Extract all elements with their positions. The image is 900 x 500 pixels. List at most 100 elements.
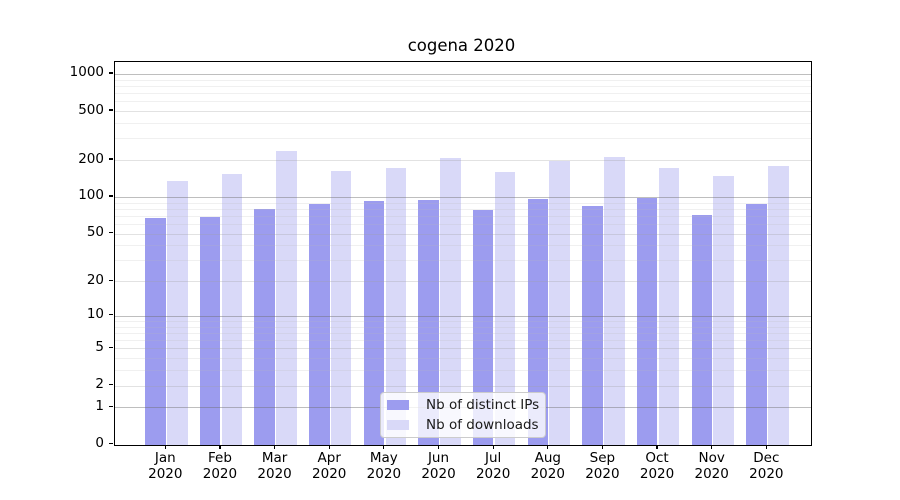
x-tick-label-year: 2020 xyxy=(312,465,347,482)
bar-distinct-ips xyxy=(472,210,494,445)
bar-distinct-ips xyxy=(363,201,385,445)
y-tick-mark xyxy=(109,72,113,74)
x-tick-label: Sep 2020 xyxy=(574,450,630,482)
y-tick-label: 0 xyxy=(95,435,104,451)
y-tick-mark xyxy=(109,383,113,386)
bar-distinct-ips xyxy=(582,205,603,445)
grid-line-minor xyxy=(114,93,811,95)
x-tick-mark xyxy=(601,444,603,449)
legend-item-distinct-ips: Nb of distinct IPs xyxy=(381,395,545,415)
x-tick-label: Jan 2020 xyxy=(137,450,193,482)
x-tick-mark xyxy=(547,444,549,449)
x-tick-label-year: 2020 xyxy=(749,465,784,482)
x-tick-mark xyxy=(711,444,713,449)
grid-line-minor xyxy=(114,224,811,226)
bar-downloads xyxy=(658,167,680,445)
x-tick-label-year: 2020 xyxy=(694,465,729,482)
x-tick-label: Jul 2020 xyxy=(465,450,521,482)
x-tick-mark xyxy=(164,444,166,449)
legend-swatch-distinct-ips xyxy=(387,400,409,410)
x-tick-mark xyxy=(273,444,276,449)
x-tick-label: Aug 2020 xyxy=(520,450,576,482)
y-tick-mark xyxy=(109,314,113,316)
bar-downloads xyxy=(385,168,407,445)
bar-distinct-ips xyxy=(145,218,166,445)
y-tick-label: 200 xyxy=(78,150,104,167)
grid-line-minor xyxy=(114,123,811,125)
y-tick-label: 5 xyxy=(95,338,104,355)
grid-line-minor xyxy=(114,326,811,328)
grid-line-minor xyxy=(114,101,811,103)
x-tick-mark xyxy=(219,444,221,449)
grid-line xyxy=(114,385,811,387)
y-tick-mark xyxy=(109,279,113,281)
y-tick-mark xyxy=(109,109,113,111)
plot-canvas xyxy=(114,62,811,445)
bar-downloads xyxy=(549,160,570,445)
bar-downloads xyxy=(221,173,243,445)
grid-line-minor xyxy=(114,321,811,322)
bar-downloads xyxy=(768,166,789,445)
bar-distinct-ips xyxy=(691,215,712,445)
grid-line xyxy=(114,281,811,283)
y-tick-label: 10 xyxy=(86,306,104,323)
x-tick-label: May 2020 xyxy=(356,450,412,482)
grid-line-minor xyxy=(114,215,811,217)
grid-line-minor xyxy=(114,202,811,204)
bar-downloads xyxy=(604,156,625,445)
x-tick-label: Mar 2020 xyxy=(247,450,303,482)
bar-distinct-ips xyxy=(636,198,658,445)
y-tick-label: 100 xyxy=(78,187,104,204)
legend-swatch-downloads xyxy=(387,420,409,430)
x-tick-label-year: 2020 xyxy=(202,465,238,482)
legend: Nb of distinct IPs Nb of downloads xyxy=(380,392,546,438)
x-tick-label-year: 2020 xyxy=(257,465,292,482)
bar-distinct-ips xyxy=(199,216,221,445)
bar-distinct-ips xyxy=(746,204,767,445)
bar-distinct-ips xyxy=(254,208,275,445)
x-tick-label-year: 2020 xyxy=(148,465,183,482)
y-tick-label: 500 xyxy=(78,101,104,118)
grid-line xyxy=(114,348,811,350)
x-tick-label-year: 2020 xyxy=(639,465,675,482)
x-tick-label: Nov 2020 xyxy=(684,450,740,482)
chart-title: cogena 2020 xyxy=(407,36,516,55)
x-tick-label: Dec 2020 xyxy=(738,450,794,482)
y-tick-mark xyxy=(109,232,113,234)
bar-distinct-ips xyxy=(309,204,330,445)
y-tick-label: 20 xyxy=(86,271,104,288)
bar-downloads xyxy=(713,176,734,445)
x-tick-label-year: 2020 xyxy=(530,465,565,482)
bar-downloads xyxy=(276,151,297,445)
x-tick-mark xyxy=(656,444,658,449)
y-tick-label: 1 xyxy=(95,397,104,414)
x-tick-label: Apr 2020 xyxy=(301,450,357,482)
grid-line-minor xyxy=(114,332,811,334)
x-tick-label: Oct 2020 xyxy=(629,450,685,482)
legend-item-downloads: Nb of downloads xyxy=(381,415,545,435)
x-tick-label: Feb 2020 xyxy=(192,450,248,482)
x-tick-mark xyxy=(437,444,440,449)
bar-downloads xyxy=(494,171,516,445)
grid-line-minor xyxy=(114,358,811,360)
y-tick-label: 2 xyxy=(95,376,104,393)
grid-line-major xyxy=(114,196,811,198)
x-tick-label-year: 2020 xyxy=(585,465,620,482)
y-tick-mark xyxy=(109,346,113,348)
y-tick-label: 50 xyxy=(86,224,104,241)
grid-line-minor xyxy=(114,245,811,247)
grid-line-minor xyxy=(114,208,811,210)
x-tick-label-year: 2020 xyxy=(475,465,511,482)
grid-line xyxy=(114,233,811,235)
grid-line-minor xyxy=(114,370,811,372)
x-tick-label-year: 2020 xyxy=(366,465,402,482)
bar-downloads xyxy=(440,158,461,445)
x-tick-label-year: 2020 xyxy=(421,465,456,482)
bar-downloads xyxy=(330,170,352,445)
y-tick-mark xyxy=(109,195,113,197)
y-tick-label: 1000 xyxy=(69,64,104,81)
plot-area xyxy=(113,61,812,446)
y-tick-mark xyxy=(109,158,113,160)
legend-label-downloads: Nb of downloads xyxy=(426,417,539,433)
grid-line xyxy=(114,111,811,113)
